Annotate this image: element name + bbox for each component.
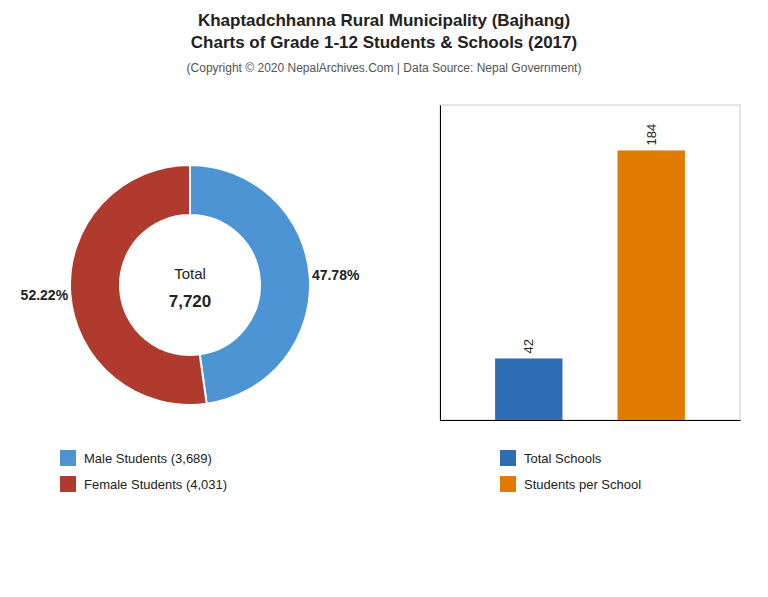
- axis-line: [441, 420, 741, 421]
- legend-item: Total Schools: [500, 450, 602, 466]
- legend-swatch: [60, 450, 76, 466]
- legend-label: Female Students (4,031): [84, 477, 227, 492]
- legend-item: Students per School: [500, 476, 641, 492]
- legend-swatch: [500, 450, 516, 466]
- data-label: 184: [644, 124, 659, 146]
- legend-item: Female Students (4,031): [60, 476, 227, 492]
- data-label: 42: [521, 339, 536, 353]
- bar: [618, 150, 685, 420]
- legend-swatch: [500, 476, 516, 492]
- legend: Male Students (3,689) Female Students (4,…: [60, 450, 227, 492]
- y-axis: [440, 106, 441, 421]
- center-annotation: Total: [174, 265, 206, 282]
- legend-swatch: [60, 476, 76, 492]
- bar: [495, 358, 562, 420]
- data-labels: 42 184: [521, 124, 658, 354]
- center-annotation: 7,720: [169, 292, 212, 311]
- x-axis: [441, 420, 741, 421]
- pie-slice: [190, 165, 310, 404]
- data-label: 52.22%: [21, 287, 69, 303]
- data-label: 47.78%: [312, 267, 360, 283]
- legend-label: Students per School: [524, 477, 641, 492]
- legend-label: Male Students (3,689): [84, 451, 212, 466]
- pie-slice: [70, 165, 207, 405]
- subtitle: (Copyright © 2020 NepalArchives.Com | Da…: [187, 61, 582, 75]
- legend-item: Male Students (3,689): [60, 450, 212, 466]
- axis-line: [440, 106, 441, 421]
- chart-root: Khaptadchhanna Rural Municipality (Bajha…: [0, 0, 768, 597]
- title: Charts of Grade 1-12 Students & Schools …: [191, 33, 577, 52]
- pie: 47.78% 52.22% Total 7,720: [21, 165, 360, 405]
- title: Khaptadchhanna Rural Municipality (Bajha…: [198, 11, 570, 30]
- bars: [495, 150, 685, 420]
- legend-label: Total Schools: [524, 451, 602, 466]
- plot-frame: [440, 105, 740, 420]
- legend: Total Schools Students per School: [500, 450, 641, 492]
